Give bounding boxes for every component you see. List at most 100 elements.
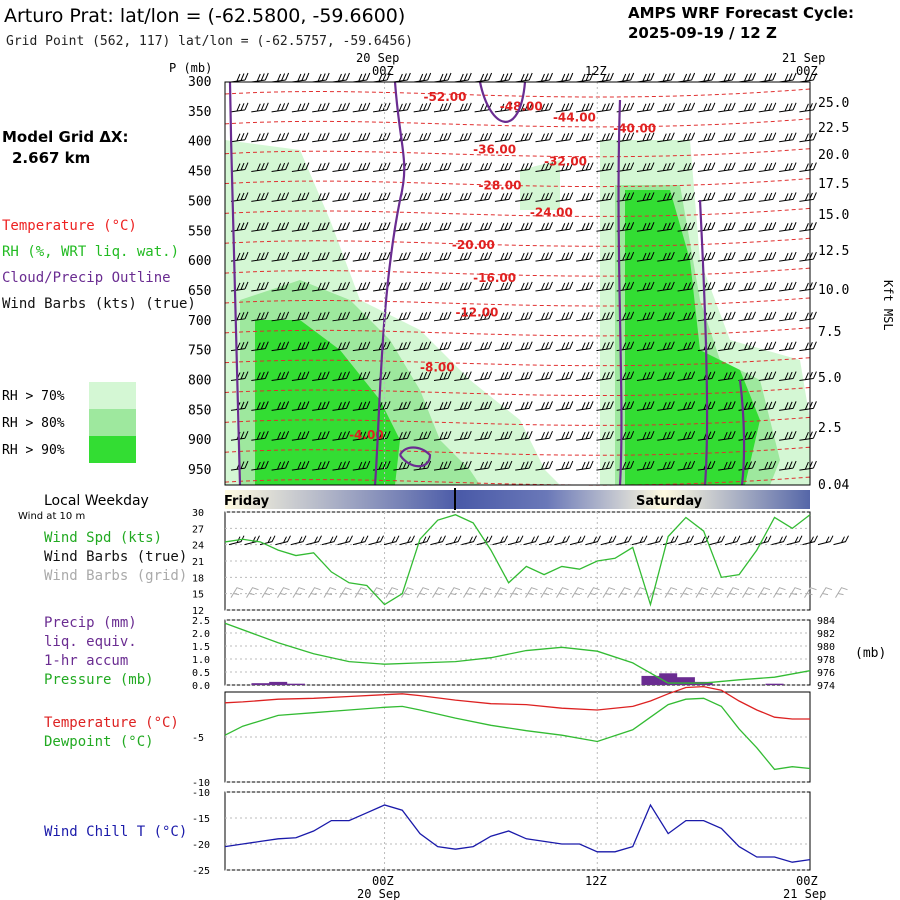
grid-wind-barb: [742, 587, 755, 598]
wind-barb: [312, 401, 330, 411]
temperature-contour-line: [224, 118, 811, 128]
wind-barb: [291, 222, 310, 232]
wind-barb: [312, 192, 330, 202]
wind-barb: [312, 251, 330, 262]
wind-barb: [494, 72, 513, 83]
wind-barb: [677, 431, 696, 441]
wind-barb: [474, 132, 493, 143]
grid-wind-barb: [819, 587, 833, 598]
wind-barb: [515, 311, 533, 322]
wind-barb: [230, 311, 249, 322]
wind-barb: [413, 431, 432, 441]
wind-barb: [433, 431, 452, 441]
wind-barb: [779, 132, 797, 143]
temperature-contour-line: [224, 327, 811, 337]
chill-panel-ytick-3: -25: [192, 866, 210, 877]
wind-barb: [474, 251, 493, 262]
wind-barb: [738, 251, 756, 262]
wind-barb: [454, 72, 472, 83]
temperature-contour-line: [224, 88, 811, 98]
wind-barb: [291, 401, 310, 411]
wind-barb: [779, 311, 797, 322]
wind-barb: [352, 371, 371, 382]
temperature-contour-line: [224, 148, 811, 158]
temp-panel-ytick-0: -5: [192, 733, 204, 744]
wind-barb: [230, 162, 249, 173]
temperature-contour-label-12: -4.00: [349, 428, 384, 442]
wind-barb: [535, 341, 553, 352]
wind-barb: [799, 431, 817, 441]
wind-barb: [576, 431, 594, 441]
pressure-axis-title: P (mb): [169, 61, 212, 75]
chill-panel-label-0: Wind Chill T (°C): [44, 824, 187, 840]
grid-point-label: Grid Point (562, 117) lat/lon = (-62.575…: [6, 34, 413, 49]
wind-barb: [373, 192, 391, 202]
pressure-tick-5: 550: [188, 224, 211, 239]
wind-barb: [332, 371, 350, 382]
wind-barb: [413, 341, 432, 352]
wind-barb: [758, 162, 777, 173]
temp-panel-label-0: Temperature (°C): [44, 715, 179, 731]
wind-barb: [474, 371, 493, 382]
grid-wind-barb: [664, 587, 678, 598]
temperature-contour-line: [224, 207, 811, 217]
wind-barb: [657, 371, 675, 382]
rh-legend-label-2: RH > 90%: [2, 443, 65, 458]
wind-barb: [555, 72, 574, 83]
wind-barb: [413, 460, 432, 471]
height-tick-9: 2.5: [818, 421, 841, 436]
wind-barb: [312, 72, 330, 83]
wind-barb: [718, 251, 736, 262]
wind-barb: [616, 460, 635, 471]
grid-wind-barb: [494, 587, 507, 598]
cloud-outline-0: [228, 81, 242, 486]
precip-panel-label-2: 1-hr accum: [44, 653, 128, 669]
surface-wind-barb: [709, 535, 725, 546]
wind-barb: [718, 132, 736, 143]
top-tick-00z-a: 00Z: [372, 64, 394, 78]
precip-panel-ytick-1: 2.0: [192, 629, 210, 640]
precip-panel-series-0: [224, 622, 811, 684]
pressure-tick-12: 900: [188, 433, 211, 448]
wind-barb: [596, 311, 614, 322]
wind-barb: [373, 162, 391, 173]
wind-barb: [799, 102, 817, 113]
wind-barb: [657, 251, 675, 262]
wind-barb: [616, 72, 635, 83]
wind-barb: [718, 72, 736, 83]
wind-barb: [433, 102, 452, 113]
surface-wind-barb: [817, 535, 834, 546]
wind-barb: [576, 72, 594, 83]
wind-panel-ytick-2: 24: [192, 541, 204, 552]
rh-legend: RH > 70% RH > 80% RH > 90%: [2, 382, 136, 463]
wind-barb: [616, 341, 635, 352]
station-title: Arturo Prat: lat/lon = (-62.5800, -59.66…: [4, 5, 405, 27]
wind-barb: [271, 431, 290, 441]
wind-barb: [433, 460, 452, 471]
grid-wind-barb: [525, 587, 538, 598]
wind-barb: [474, 72, 493, 83]
wind-barb: [758, 222, 777, 232]
wind-barb: [616, 311, 635, 322]
wind-barb: [596, 222, 614, 232]
height-tick-4: 15.0: [818, 208, 849, 223]
wind-barb: [535, 251, 553, 262]
chill-panel-ytick-0: -10: [192, 788, 210, 799]
grid-wind-barb: [602, 587, 616, 598]
wind-barb: [535, 192, 553, 202]
pressure-ytick-4: 976: [817, 668, 835, 679]
surface-wind-barb: [771, 535, 787, 546]
wind-barb: [799, 460, 817, 471]
temp-panel-frame: [224, 691, 811, 783]
pressure-ytick-3: 978: [817, 655, 835, 666]
wind-barb: [616, 132, 635, 143]
wind-barb: [515, 222, 533, 232]
wind-panel-ytick-3: 21: [192, 557, 204, 568]
grid-wind-barb: [385, 587, 399, 598]
wind-barb: [738, 192, 756, 202]
wind-barb: [332, 281, 350, 292]
wind-barb: [677, 222, 696, 232]
bottom-tick-12z: 12Z: [585, 874, 607, 888]
wind-barb: [352, 222, 371, 232]
wind-barb: [352, 281, 371, 292]
